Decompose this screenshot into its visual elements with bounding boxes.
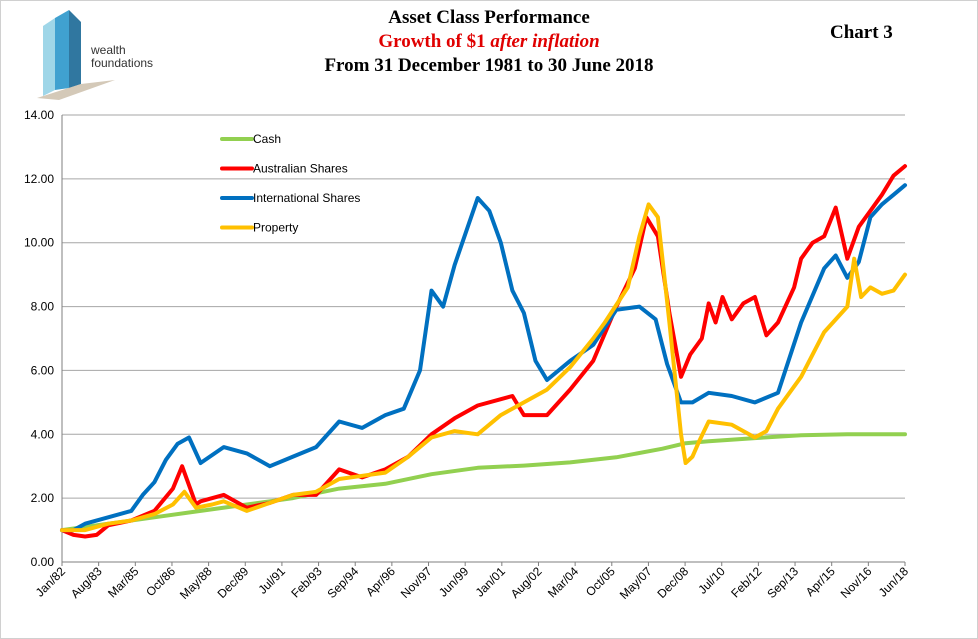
legend-label: International Shares [253, 191, 360, 205]
x-tick-label: Sep/94 [325, 564, 362, 601]
chart-title: Asset Class Performance [388, 7, 590, 28]
x-tick-label: May/88 [177, 564, 215, 602]
x-tick-label: May/07 [617, 564, 655, 602]
y-tick-label: 0.00 [31, 555, 55, 569]
x-tick-label: Nov/16 [838, 564, 875, 601]
y-tick-label: 6.00 [31, 363, 55, 377]
x-tick-label: Sep/13 [764, 564, 801, 601]
legend-label: Property [253, 221, 298, 235]
logo-text: wealth foundations [91, 43, 154, 70]
y-tick-label: 4.00 [31, 427, 55, 441]
x-tick-label: Aug/83 [68, 564, 105, 601]
x-tick-label: Jul/91 [255, 564, 288, 597]
chart-subtitle-italic: after inflation [490, 31, 600, 52]
series-line-property [60, 202, 907, 533]
wealth-foundations-logo: wealth foundations [35, 8, 175, 100]
x-tick-label: Jan/82 [33, 564, 69, 600]
y-tick-label: 12.00 [24, 172, 54, 186]
x-tick-label: Oct/86 [143, 564, 178, 599]
x-tick-label: Dec/89 [215, 564, 252, 601]
y-tick-label: 14.00 [24, 108, 54, 122]
x-tick-label: Aug/02 [508, 564, 545, 601]
x-tick-label: Nov/97 [398, 564, 435, 601]
chart-subtitle-main: Growth of $1 [378, 31, 486, 52]
y-tick-label: 10.00 [24, 236, 54, 250]
x-tick-label: Dec/08 [654, 564, 691, 601]
chart-title-block: Asset Class Performance Growth of $1 aft… [0, 6, 978, 78]
x-tick-label: Apr/15 [803, 564, 838, 599]
chart-period: From 31 December 1981 to 30 June 2018 [324, 55, 654, 76]
series-line-cash [60, 432, 907, 533]
y-tick-label: 8.00 [31, 300, 55, 314]
x-tick-label: Feb/93 [288, 564, 325, 601]
series-line-international-shares [60, 183, 907, 533]
legend-label: Australian Shares [253, 162, 348, 176]
x-tick-label: Feb/12 [728, 564, 765, 601]
chart-subtitle: Growth of $1 after inflation [0, 30, 978, 54]
logo-mark-icon [37, 10, 115, 100]
x-tick-label: Jun/18 [876, 564, 912, 600]
x-tick-label: Mar/04 [545, 564, 582, 601]
x-tick-label: Apr/96 [363, 564, 398, 599]
x-tick-label: Oct/05 [583, 564, 618, 599]
x-tick-label: Jul/10 [695, 564, 728, 597]
x-tick-label: Jun/99 [436, 564, 472, 600]
legend-label: Cash [253, 132, 281, 146]
x-tick-label: Jan/01 [473, 564, 509, 600]
chart-number-label: Chart 3 [830, 22, 893, 43]
x-tick-label: Mar/85 [105, 564, 142, 601]
series-line-australian-shares [60, 164, 907, 539]
y-tick-label: 2.00 [31, 491, 55, 505]
